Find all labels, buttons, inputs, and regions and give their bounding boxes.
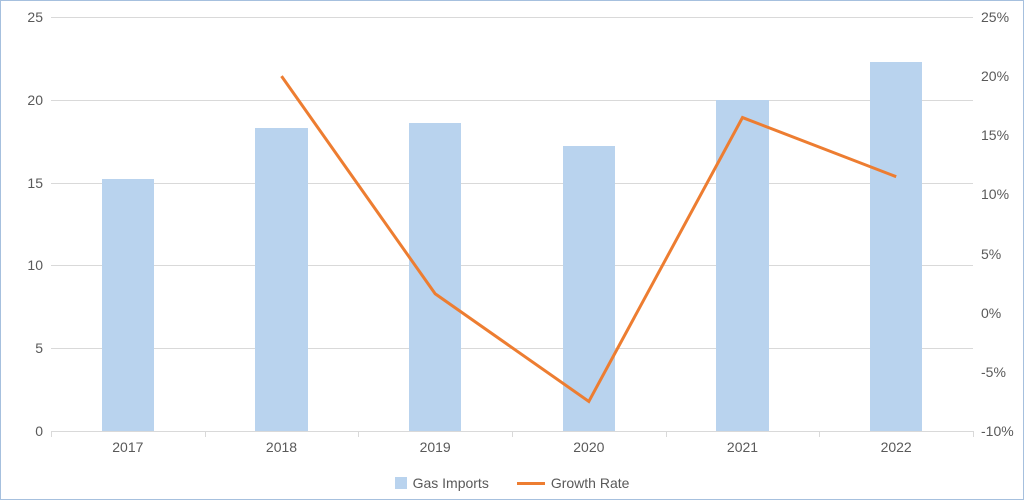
ytick-left: 5 [35,341,43,355]
xtick-separator [512,431,513,437]
plot-inner: 0510152025-10%-5%0%5%10%15%20%25%2017201… [51,17,973,431]
legend-item-line: Growth Rate [517,475,630,491]
ytick-right: 0% [981,306,1001,320]
ytick-left: 20 [27,93,43,107]
ytick-right: -10% [981,424,1014,438]
ytick-right: 5% [981,247,1001,261]
plot-area: 0510152025-10%-5%0%5%10%15%20%25%2017201… [51,17,973,431]
legend: Gas Imports Growth Rate [1,475,1023,491]
ytick-left: 10 [27,258,43,272]
legend-swatch-line [517,482,545,485]
xtick-separator [973,431,974,437]
legend-swatch-bar [395,477,407,489]
legend-item-bars: Gas Imports [395,475,489,491]
ytick-right: -5% [981,365,1006,379]
xtick-separator [205,431,206,437]
line-series [51,17,973,431]
xtick-separator [358,431,359,437]
xtick-separator [51,431,52,437]
xtick-label: 2019 [405,437,465,455]
ytick-right: 20% [981,69,1009,83]
legend-label-line: Growth Rate [551,475,630,491]
ytick-right: 25% [981,10,1009,24]
ytick-left: 15 [27,176,43,190]
ytick-right: 10% [981,187,1009,201]
ytick-left: 0 [35,424,43,438]
xtick-label: 2018 [252,437,312,455]
ytick-right: 15% [981,128,1009,142]
legend-label-bars: Gas Imports [413,475,489,491]
xtick-label: 2022 [866,437,926,455]
ytick-left: 25 [27,10,43,24]
xtick-separator [666,431,667,437]
chart-frame: 0 5 10 15 20 25 -10% -5% 0% 5% 10% 15% 20% 25% 2017 201… [0,0,1024,500]
xtick-label: 2017 [98,437,158,455]
xtick-label: 2020 [559,437,619,455]
xtick-separator [819,431,820,437]
xtick-label: 2021 [713,437,773,455]
